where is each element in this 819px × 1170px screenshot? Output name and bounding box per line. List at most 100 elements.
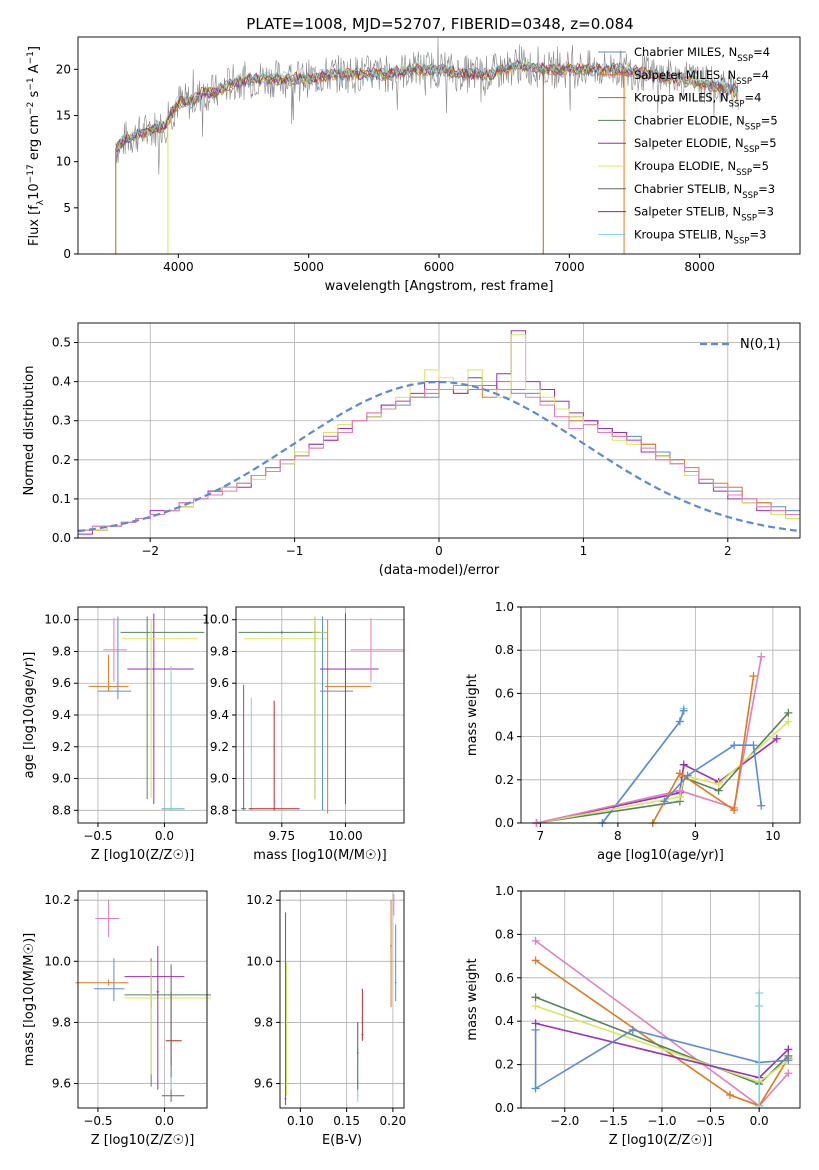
weight-marker xyxy=(726,1090,735,1099)
y-axis-label: mass weight xyxy=(465,958,480,1040)
panel-massweight-vs-age: 7 8 9 10 0.0 0.2 0.4 0.6 0.8 1.0 age [log10(age/yr… xyxy=(465,600,801,863)
panel-mass-vs-ebv: 0.10 0.15 0.20 9.6 9.8 10.0 10.2 E(B-V) xyxy=(246,890,407,1148)
x-tick-label: −0.5 xyxy=(83,829,112,843)
plot-area xyxy=(75,900,211,1102)
x-tick-label: 0.20 xyxy=(380,1114,407,1128)
y-tick-label: 5 xyxy=(63,201,71,215)
x-tick-label: 1 xyxy=(580,544,588,558)
y-axis-label: Flux [fλ10−17 erg cm−2 s−1 A−1] xyxy=(26,46,46,246)
x-axis-label: Z [log10(Z/Z☉)] xyxy=(91,1133,195,1148)
legend-label: Salpeter STELIB, NSSP=3 xyxy=(634,205,774,224)
y-tick-label: 10.0 xyxy=(202,613,229,627)
weight-marker xyxy=(628,1025,637,1034)
x-tick-label: 0 xyxy=(435,544,443,558)
x-tick-label: 0.0 xyxy=(155,829,174,843)
y-tick-label: 9.2 xyxy=(52,740,71,754)
panel-age-vs-mass: 9.75 10.00 8.8 9.0 9.2 9.4 9.6 9.8 10.0 mass [log… xyxy=(202,606,405,863)
panel-residuals: −2 −1 0 1 2 0.0 0.1 0.2 0.3 0.4 0.5 (data-model)/er… xyxy=(22,322,801,578)
axes-frame xyxy=(520,890,801,1109)
y-tick-label: 0.5 xyxy=(52,336,71,350)
weight-marker xyxy=(714,780,723,789)
plot-area xyxy=(238,613,404,814)
y-tick-label: 0.4 xyxy=(495,1014,514,1028)
y-tick-label: 10.2 xyxy=(246,893,273,907)
x-tick-label: 0.10 xyxy=(287,1114,314,1128)
y-tick-label: 8.8 xyxy=(210,803,229,817)
weight-marker xyxy=(784,717,793,726)
y-tick-label: 0.4 xyxy=(52,375,71,389)
plot-area xyxy=(88,613,205,811)
x-tick-label: 5000 xyxy=(293,260,324,274)
weight-marker xyxy=(679,706,688,715)
normal-curve xyxy=(77,380,801,533)
y-tick-label: 0.8 xyxy=(495,643,514,657)
axes-frame xyxy=(77,890,208,1109)
y-tick-label: 15 xyxy=(56,108,71,122)
weight-marker xyxy=(675,769,684,778)
y-tick-label: 0.6 xyxy=(495,686,514,700)
x-tick-label: −2.0 xyxy=(550,1114,579,1128)
y-tick-label: 9.8 xyxy=(210,644,229,658)
panel-massweight-vs-z: −2.0 −1.5 −1.0 −0.5 0.0 0.0 0.2 0.4 0.6 0.8 1.0 Z [… xyxy=(465,884,801,1148)
y-tick-label: 0 xyxy=(63,247,71,261)
plot-area xyxy=(532,652,793,827)
y-tick-label: 0.6 xyxy=(495,971,514,985)
weight-marker xyxy=(784,1056,793,1065)
x-tick-label: 10.00 xyxy=(328,829,362,843)
y-tick-label: 0.8 xyxy=(495,927,514,941)
y-tick-label: 0.0 xyxy=(495,1101,514,1115)
y-tick-label: 0.2 xyxy=(52,453,71,467)
weight-marker xyxy=(749,741,758,750)
panel-age-vs-z: −0.5 0.0 8.8 9.0 9.2 9.4 9.6 9.8 10.0 Z [log10(Z/… xyxy=(22,606,208,863)
x-tick-label: −1.0 xyxy=(647,1114,676,1128)
y-tick-label: 1.0 xyxy=(495,884,514,898)
y-tick-label: 0.2 xyxy=(495,1058,514,1072)
weight-marker xyxy=(531,1002,540,1011)
x-axis-label: wavelength [Angstrom, rest frame] xyxy=(325,279,554,294)
x-tick-label: 7 xyxy=(537,829,545,843)
y-tick-label: 8.8 xyxy=(52,803,71,817)
legend-label: Salpeter ELODIE, NSSP=5 xyxy=(634,136,777,155)
y-tick-label: 9.8 xyxy=(254,1015,273,1029)
model-spectrum-8 xyxy=(115,58,739,151)
y-tick-label: 9.2 xyxy=(210,740,229,754)
x-tick-label: 4000 xyxy=(163,260,194,274)
x-tick-label: −1 xyxy=(286,544,304,558)
x-tick-label: 9.75 xyxy=(268,829,295,843)
y-tick-label: 0.2 xyxy=(495,773,514,787)
x-tick-label: −2 xyxy=(141,544,159,558)
x-tick-label: 7000 xyxy=(554,260,585,274)
y-axis-label: mass weight xyxy=(465,674,480,756)
weight-marker xyxy=(660,797,669,806)
y-axis-label: Normed distribution xyxy=(22,366,37,496)
weight-marker xyxy=(683,771,692,780)
y-tick-label: 0.4 xyxy=(495,730,514,744)
weight-marker xyxy=(531,936,540,945)
x-tick-label: 0.0 xyxy=(155,1114,174,1128)
y-tick-label: 10.0 xyxy=(44,613,71,627)
weight-marker xyxy=(757,801,766,810)
plot-area xyxy=(77,330,801,535)
weight-marker xyxy=(784,1069,793,1078)
x-tick-label: −1.5 xyxy=(599,1114,628,1128)
y-tick-label: 10.2 xyxy=(44,893,71,907)
y-tick-label: 0.0 xyxy=(495,816,514,830)
plot-area xyxy=(531,936,793,1110)
weight-marker xyxy=(730,741,739,750)
y-tick-label: 9.6 xyxy=(52,1077,71,1091)
y-tick-label: 1.0 xyxy=(495,600,514,614)
weight-marker xyxy=(531,956,540,965)
y-tick-label: 20 xyxy=(56,62,71,76)
axes-frame xyxy=(279,890,405,1109)
figure-title: PLATE=1008, MJD=52707, FIBERID=0348, z=0… xyxy=(246,15,633,33)
y-tick-label: 9.4 xyxy=(52,708,71,722)
y-tick-label: 9.6 xyxy=(52,676,71,690)
legend-label: Kroupa ELODIE, NSSP=5 xyxy=(634,159,769,178)
x-axis-label: age [log10(age/yr)] xyxy=(597,848,724,863)
weight-marker xyxy=(675,717,684,726)
plot-area xyxy=(284,894,397,1105)
weight-marker xyxy=(730,806,739,815)
y-tick-label: 0.3 xyxy=(52,414,71,428)
